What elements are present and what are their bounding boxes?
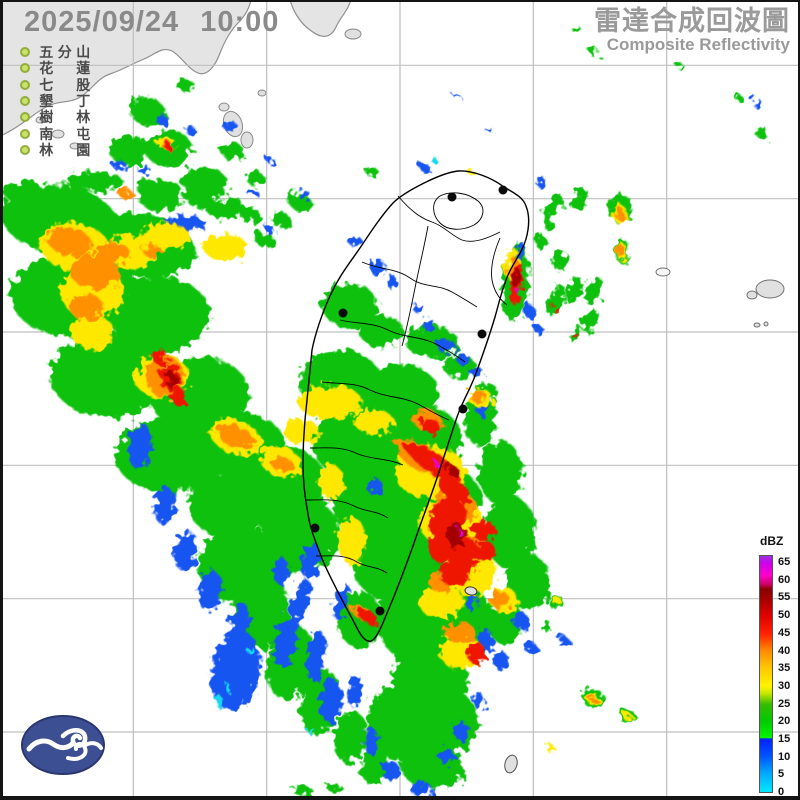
station-legend-row: 林園 — [20, 142, 93, 158]
station-name-char: 丁 — [76, 93, 91, 110]
dbz-tick-label: 35 — [778, 662, 791, 675]
station-dot — [498, 185, 508, 195]
station-name-char — [56, 140, 75, 160]
islet — [763, 321, 769, 327]
station-dot-icon — [20, 47, 30, 58]
dbz-tick-label: 10 — [778, 750, 791, 763]
offshore-islands — [464, 267, 785, 774]
station-name-char: 南 — [39, 125, 54, 142]
station-legend-row: 花蓮 — [20, 60, 93, 76]
matsu-islets — [35, 28, 362, 150]
station-dot — [310, 523, 320, 533]
station-dot — [447, 192, 457, 202]
islet — [746, 290, 758, 300]
dbz-tick-label: 0 — [778, 786, 785, 799]
map-title-chinese: 雷達合成回波圖 — [594, 6, 790, 36]
cwb-logo — [21, 715, 105, 775]
station-name: 南屯 — [37, 124, 93, 144]
dbz-tick-label: 15 — [778, 733, 791, 745]
station-dot-icon — [20, 128, 30, 139]
dbz-legend: dBZ 65 60 55 50 45 40 35 30 25 20 15 10 5 0 — [755, 534, 800, 800]
county-borders — [305, 192, 508, 574]
station-dot-icon — [20, 63, 30, 74]
dbz-tick-label: 5 — [778, 768, 785, 781]
map-title-block: 雷達合成回波圖 Composite Reflectivity — [470, 6, 790, 54]
station-name-char: 股 — [76, 76, 91, 93]
station-name-char: 蓮 — [76, 60, 91, 77]
dbz-tick-label: 30 — [778, 679, 791, 692]
china-coast-land — [0, 0, 252, 137]
station-dot-icon — [20, 112, 30, 123]
taiwan-island-outline — [302, 170, 530, 642]
station-name-char: 分 — [57, 44, 72, 61]
echo-layer-blue — [113, 94, 761, 796]
station-name: 七股 — [37, 75, 93, 95]
dbz-tick-label: 65 — [778, 556, 791, 568]
station-legend-row: 南屯 — [20, 124, 93, 144]
station-legend: 五分山花蓮七股墾丁樹林南屯林園 — [20, 44, 93, 158]
echo-layer-magenta — [433, 289, 520, 535]
dbz-unit-label: dBZ — [760, 534, 784, 548]
diaoyutai-island — [655, 267, 671, 277]
dbz-tick-label: 40 — [778, 644, 791, 657]
station-name-char: 園 — [76, 141, 91, 158]
dbz-tick-label: 25 — [778, 697, 791, 710]
station-name-char: 林 — [39, 141, 54, 158]
station-name: 樹林 — [37, 107, 93, 127]
station-name: 五分山 — [37, 42, 93, 62]
station-dot — [338, 308, 348, 318]
station-dot-icon — [20, 96, 30, 107]
station-dot-icon — [20, 144, 30, 155]
echo-layer-cyan — [215, 158, 438, 734]
station-name-char: 七 — [39, 76, 54, 93]
dbz-tick-label: 60 — [778, 573, 791, 586]
station-name-char: 樹 — [39, 109, 54, 126]
station-name-char: 屯 — [76, 125, 91, 142]
station-dot — [477, 329, 487, 339]
station-dot — [375, 606, 385, 616]
echo-layer — [0, 26, 767, 796]
map-title-english: Composite Reflectivity — [606, 35, 790, 54]
dbz-tick-label: 45 — [778, 626, 791, 639]
observation-timestamp: 2025/09/24 10:00 — [24, 6, 280, 38]
islet — [753, 322, 761, 328]
station-name: 墾丁 — [37, 91, 93, 111]
station-name-char: 林 — [76, 109, 91, 126]
station-dot-icon — [20, 79, 30, 90]
station-name: 林園 — [37, 140, 93, 160]
station-name-char: 山 — [76, 44, 91, 61]
fujian-islands-land — [289, 0, 352, 37]
station-legend-row: 五分山 — [20, 44, 93, 60]
dbz-tick-label: 55 — [778, 591, 791, 604]
yonaguni-island — [755, 279, 785, 299]
dbz-tick-label: 20 — [778, 715, 791, 728]
station-legend-row: 樹林 — [20, 109, 93, 125]
lanyu-island — [504, 754, 518, 774]
station-legend-row: 七股 — [20, 77, 93, 93]
station-name-char: 花 — [39, 60, 54, 77]
station-legend-row: 墾丁 — [20, 93, 93, 109]
station-dot — [458, 404, 468, 414]
land-layer — [0, 0, 362, 150]
radar-station-dots — [310, 185, 508, 616]
station-name-char: 五 — [39, 44, 54, 61]
dbz-tick-label: 50 — [778, 609, 791, 622]
dbz-color-bar — [759, 555, 773, 793]
station-name-char: 墾 — [39, 93, 54, 110]
border-layer — [302, 170, 785, 774]
station-name: 花蓮 — [37, 58, 93, 78]
green-island — [464, 586, 478, 596]
